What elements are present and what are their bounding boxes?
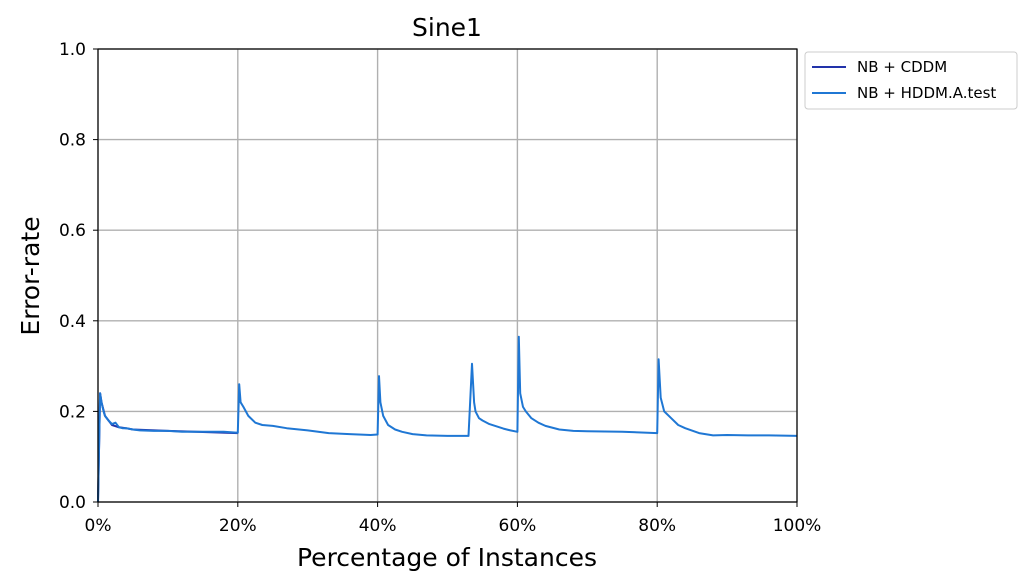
legend-label: NB + HDDM.A.test xyxy=(857,84,996,102)
y-tick-label: 0.4 xyxy=(59,312,86,332)
x-tick-label: 80% xyxy=(638,516,676,536)
series-layer xyxy=(97,335,798,503)
y-tick-label: 0.8 xyxy=(59,131,86,151)
legend-label: NB + CDDM xyxy=(857,58,947,76)
y-tick-label: 0.6 xyxy=(59,221,86,241)
x-tick-label: 40% xyxy=(359,516,397,536)
chart-title: Sine1 xyxy=(412,13,482,42)
plot-frame xyxy=(97,48,798,503)
x-tick-label: 0% xyxy=(85,516,112,536)
axis-ticks: 0% 20% 40% 60% 80% 100% 0.0 0.2 0.4 0.6 0.8 1.0 xyxy=(59,40,821,536)
y-tick-label: 0.0 xyxy=(59,493,86,513)
y-tick-label: 1.0 xyxy=(59,40,86,60)
x-axis-title: Percentage of Instances xyxy=(297,543,597,572)
x-tick-label: 20% xyxy=(219,516,257,536)
legend: NB + CDDM NB + HDDM.A.test xyxy=(804,51,1018,110)
series-line xyxy=(97,335,798,503)
x-tick-label: 100% xyxy=(773,516,822,536)
y-tick-label: 0.2 xyxy=(59,402,86,422)
x-tick-label: 60% xyxy=(499,516,537,536)
legend-box xyxy=(804,51,1018,110)
y-axis-title: Error-rate xyxy=(16,216,45,335)
grid xyxy=(97,48,798,503)
